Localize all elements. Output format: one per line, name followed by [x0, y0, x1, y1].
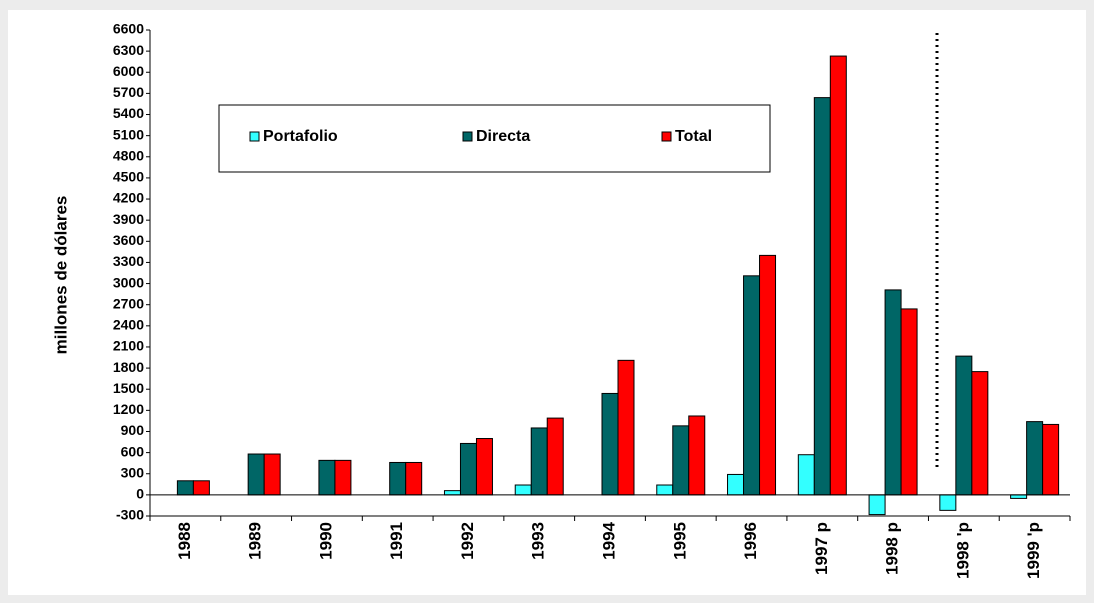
- y-tick-label: 1800: [113, 359, 144, 375]
- bar: [514, 484, 532, 496]
- x-tick-label: 1998 p: [883, 522, 902, 575]
- bar: [601, 392, 619, 496]
- bar: [743, 275, 761, 496]
- bar: [176, 480, 194, 496]
- bar: [1010, 494, 1028, 499]
- x-tick-label: 1990: [316, 522, 335, 560]
- bar: [405, 461, 423, 496]
- bar: [813, 97, 831, 496]
- y-tick-label: 0: [136, 486, 144, 502]
- x-tick-label: 1996: [741, 522, 760, 560]
- bar: [530, 427, 548, 496]
- bar: [688, 415, 706, 496]
- legend-label: Portafolio: [263, 128, 338, 145]
- legend-swatch: [249, 131, 260, 142]
- y-tick-label: 2100: [113, 338, 144, 354]
- x-tick-label: 1994: [599, 521, 618, 559]
- bar: [1042, 423, 1060, 496]
- y-tick-label: 4200: [113, 190, 144, 206]
- y-tick-label: 5400: [113, 105, 144, 121]
- x-tick-label: 1988: [175, 522, 194, 560]
- bar: [868, 494, 886, 516]
- bar: [247, 453, 265, 496]
- y-axis-label: millones de dólares: [51, 196, 70, 355]
- y-tick-label: 3900: [113, 211, 144, 227]
- chart-panel: [8, 10, 1086, 595]
- x-tick-label: 1991: [387, 522, 406, 560]
- x-tick-label: 1992: [458, 522, 477, 560]
- bar: [459, 442, 477, 496]
- bar: [971, 371, 989, 496]
- bar: [656, 484, 674, 496]
- y-tick-label: 1500: [113, 380, 144, 396]
- bar: [939, 494, 957, 511]
- bar: [546, 417, 564, 496]
- x-tick-label: 1995: [670, 522, 689, 560]
- bar: [759, 254, 777, 496]
- y-tick-label: 6300: [113, 42, 144, 58]
- bar: [389, 461, 407, 496]
- y-tick-label: 5700: [113, 84, 144, 100]
- x-tick-label: 1993: [529, 522, 548, 560]
- y-tick-label: 3600: [113, 232, 144, 248]
- y-tick-label: 600: [121, 443, 145, 459]
- y-tick-label: 6600: [113, 21, 144, 37]
- bar: [1026, 421, 1044, 496]
- legend-box: [218, 104, 771, 173]
- legend-label: Directa: [476, 128, 530, 145]
- legend-swatch: [462, 131, 473, 142]
- bar: [318, 459, 336, 496]
- bar: [900, 308, 918, 496]
- bar: [797, 454, 815, 496]
- y-tick-label: 2700: [113, 295, 144, 311]
- y-tick-label: 3300: [113, 253, 144, 269]
- bar: [475, 438, 493, 496]
- x-tick-label: 1998 'p: [953, 522, 972, 579]
- y-tick-label: 1200: [113, 401, 144, 417]
- bar: [727, 473, 745, 496]
- bar: [672, 425, 690, 496]
- bar: [955, 355, 973, 496]
- bar: [617, 359, 635, 496]
- y-tick-label: 3000: [113, 274, 144, 290]
- y-tick-label: 4500: [113, 169, 144, 185]
- bar: [192, 480, 210, 496]
- y-tick-label: 900: [121, 422, 145, 438]
- bar: [829, 55, 847, 496]
- bar: [884, 289, 902, 496]
- y-tick-label: 5100: [113, 126, 144, 142]
- y-tick-label: 6000: [113, 63, 144, 79]
- legend-swatch: [661, 131, 672, 142]
- legend-label: Total: [675, 128, 712, 145]
- bar: [334, 459, 352, 496]
- y-tick-label: 300: [121, 464, 145, 480]
- x-tick-label: 1989: [246, 522, 265, 560]
- y-tick-label: -300: [116, 507, 144, 523]
- bar: [263, 453, 281, 496]
- y-tick-label: 2400: [113, 317, 144, 333]
- y-tick-label: 4800: [113, 147, 144, 163]
- x-tick-label: 1997 p: [812, 522, 831, 575]
- x-tick-label: 1999 'p: [1024, 522, 1043, 579]
- bar: [443, 490, 461, 496]
